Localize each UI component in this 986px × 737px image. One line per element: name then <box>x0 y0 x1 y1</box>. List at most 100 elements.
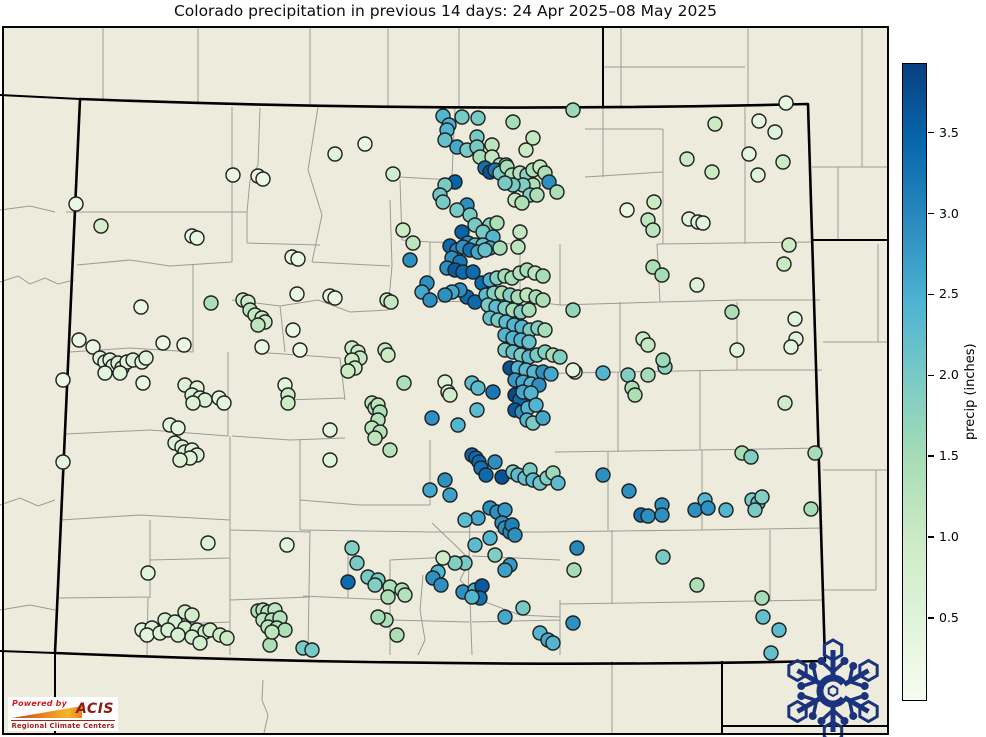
colorbar-axis-label: precip (inches) <box>963 343 978 441</box>
station-dot <box>545 635 561 651</box>
snowflake-arm <box>787 692 823 724</box>
station-dot <box>521 334 537 350</box>
station-dot <box>535 292 551 308</box>
station-dot <box>529 187 545 203</box>
station-dot <box>395 222 411 238</box>
station-dot <box>140 565 156 581</box>
station-dot <box>497 609 513 625</box>
station-dot <box>464 589 480 605</box>
station-dot <box>192 635 208 651</box>
station-dot <box>700 500 716 516</box>
station-dot <box>383 294 399 310</box>
colorbar-tick <box>928 131 934 134</box>
station-dot <box>389 627 405 643</box>
station-dot <box>470 110 486 126</box>
station-dot <box>787 311 803 327</box>
station-dot <box>279 537 295 553</box>
station-dot <box>767 124 783 140</box>
station-dot <box>514 195 530 211</box>
station-dot <box>619 202 635 218</box>
station-dot <box>477 242 493 258</box>
station-dot <box>525 130 541 146</box>
station-dot <box>203 295 219 311</box>
station-dot <box>543 366 559 382</box>
station-dot <box>450 417 466 433</box>
station-dot <box>750 167 766 183</box>
station-dot <box>689 277 705 293</box>
station-dot <box>646 194 662 210</box>
station-dot <box>402 252 418 268</box>
station-dot <box>640 337 656 353</box>
station-dot <box>55 372 71 388</box>
station-dot <box>437 132 453 148</box>
station-dot <box>704 164 720 180</box>
station-dot <box>435 550 451 566</box>
station-dot <box>707 116 723 132</box>
station-dot <box>280 395 296 411</box>
station-dot <box>442 387 458 403</box>
station-dot <box>724 304 740 320</box>
station-dot <box>537 322 553 338</box>
station-dot <box>138 350 154 366</box>
station-dot <box>467 537 483 553</box>
station-dot <box>489 215 505 231</box>
station-dot <box>541 174 557 190</box>
colorbar-tick <box>928 617 934 619</box>
station-dot <box>184 607 200 623</box>
station-dot <box>487 547 503 563</box>
station-dot <box>433 577 449 593</box>
station-dot <box>655 549 671 565</box>
acis-powered-by-text: Powered by <box>12 699 67 708</box>
station-dot <box>755 609 771 625</box>
station-dot <box>55 454 71 470</box>
station-dot <box>385 166 401 182</box>
station-dot <box>515 600 531 616</box>
station-dot <box>478 467 494 483</box>
station-dot <box>216 395 232 411</box>
station-dot <box>264 624 280 640</box>
station-dot <box>763 645 779 661</box>
station-dot <box>357 136 373 152</box>
station-dot <box>470 510 486 526</box>
station-dot <box>250 317 266 333</box>
station-dot <box>487 454 503 470</box>
station-dot <box>569 540 585 556</box>
station-dot <box>535 410 551 426</box>
station-dot <box>528 397 544 413</box>
station-dot <box>380 347 396 363</box>
station-dot <box>783 339 799 355</box>
station-dot <box>747 502 763 518</box>
station-dot <box>718 502 734 518</box>
station-dot <box>262 637 278 653</box>
station-dot <box>465 264 481 280</box>
station-dot <box>741 146 757 162</box>
station-dot <box>645 222 661 238</box>
station-dot <box>743 449 759 465</box>
station-dot <box>754 489 770 505</box>
acis-name-text: ACIS <box>76 701 114 717</box>
station-dot <box>655 352 671 368</box>
station-dot <box>172 452 188 468</box>
station-dot <box>695 215 711 231</box>
station-dot <box>777 395 793 411</box>
station-dot <box>255 171 271 187</box>
station-dot <box>97 365 113 381</box>
station-dot <box>254 339 270 355</box>
snowflake-arm <box>843 692 879 724</box>
station-dot <box>654 507 670 523</box>
station-dot <box>776 256 792 272</box>
station-dot <box>71 332 87 348</box>
colorbar-tick-label: 1.5 <box>939 448 959 464</box>
snowflake-arm <box>843 658 879 690</box>
station-dot <box>689 577 705 593</box>
station-dot <box>754 590 770 606</box>
station-dot <box>327 290 343 306</box>
station-dot <box>640 367 656 383</box>
station-dot <box>68 196 84 212</box>
colorbar-tick <box>928 293 934 296</box>
station-dot <box>133 299 149 315</box>
map-frame-top-stroke <box>2 26 889 735</box>
station-dot <box>565 362 581 378</box>
station-dot <box>382 442 398 458</box>
station-dot <box>219 630 235 646</box>
